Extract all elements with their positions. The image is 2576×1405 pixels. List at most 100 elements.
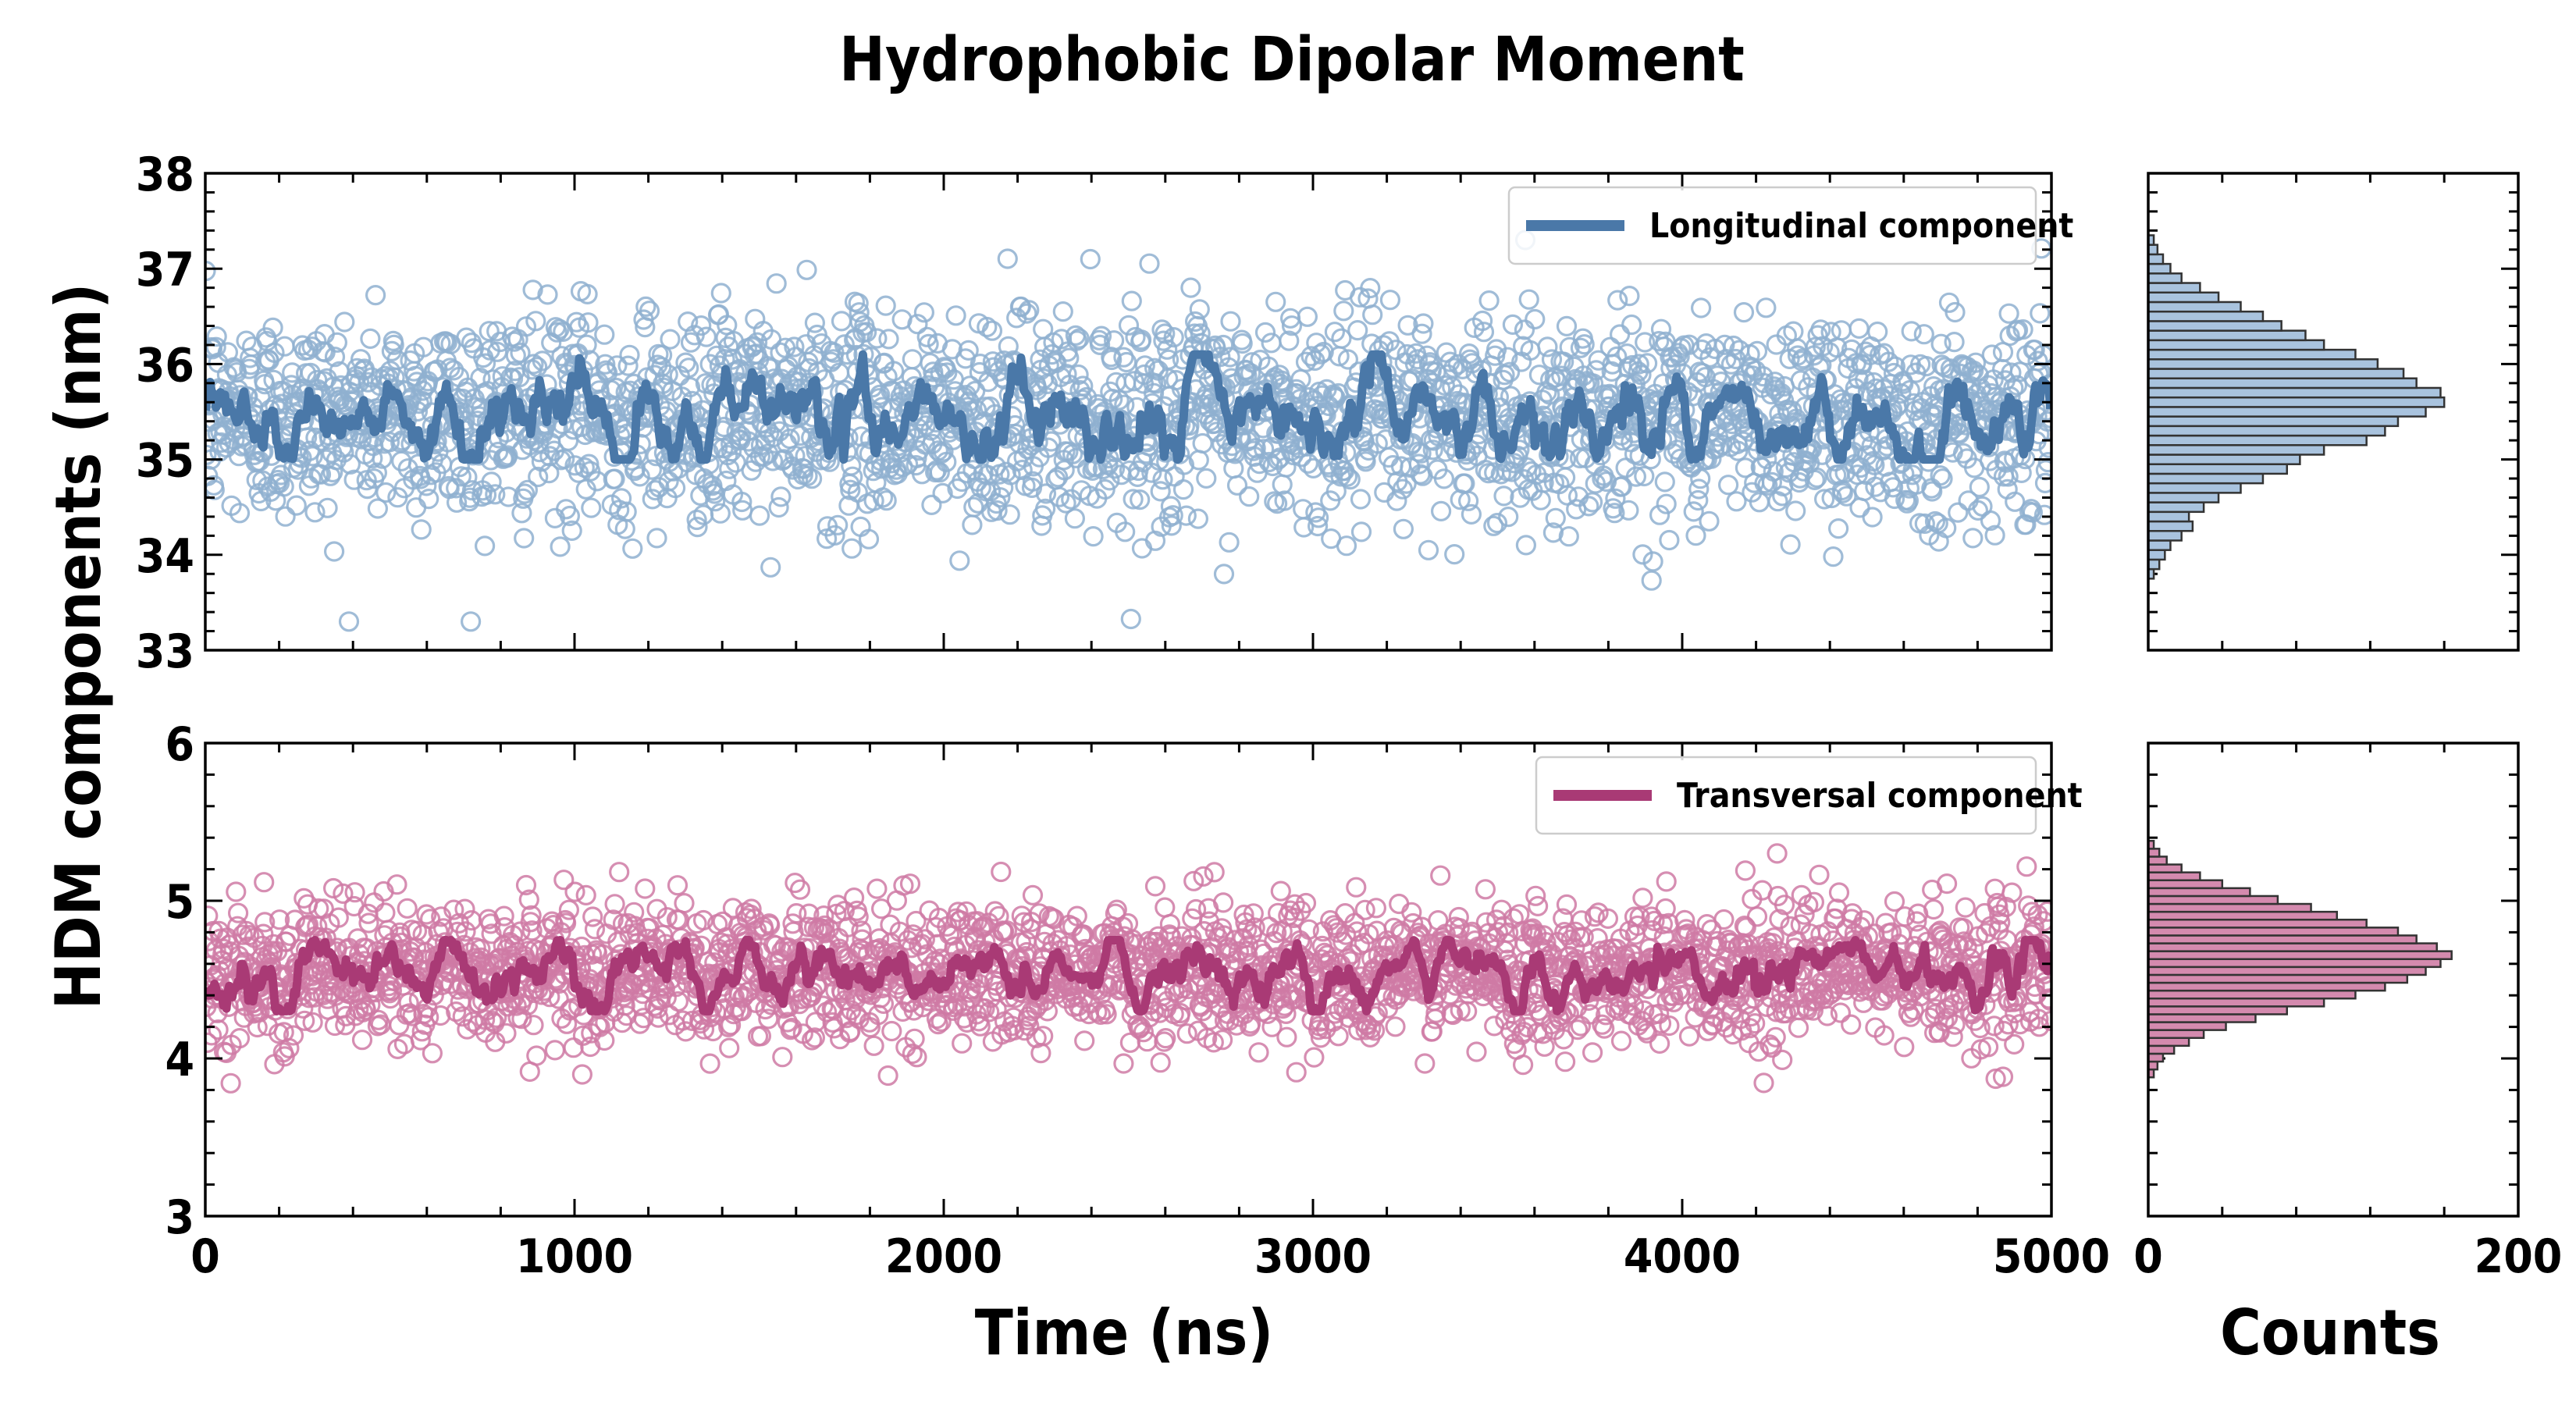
scatter-point <box>915 414 936 436</box>
scatter-point <box>1607 290 1628 311</box>
scatter-point <box>639 301 660 322</box>
scatter-point <box>1849 497 1870 518</box>
scatter-point <box>1261 333 1282 354</box>
scatter-point <box>1176 505 1197 526</box>
scatter-point <box>273 476 294 497</box>
scatter-point <box>571 1064 593 1085</box>
scatter-point <box>629 466 650 487</box>
scatter-point <box>856 322 877 343</box>
scatter-point <box>870 384 891 405</box>
scatter-point <box>849 302 870 323</box>
scatter-point <box>646 528 667 549</box>
scatter-point <box>1654 471 1675 493</box>
scatter-point <box>883 361 905 382</box>
scatter-point <box>804 312 826 333</box>
scatter-point <box>617 355 639 376</box>
scatter-point <box>1270 880 1291 902</box>
scatter-point <box>1556 315 1578 336</box>
scatter-point <box>360 328 381 349</box>
scatter-point <box>514 528 535 549</box>
scatter-point <box>517 479 539 500</box>
scatter-point <box>206 326 227 347</box>
scatter-point <box>1656 871 1677 892</box>
scatter-point <box>254 872 275 893</box>
scatter-point <box>902 349 923 370</box>
scatter-point <box>581 497 602 518</box>
scatter-point <box>1362 304 1383 325</box>
scatter-point <box>687 516 708 538</box>
scatter-point <box>635 296 656 317</box>
scatter-point <box>1718 475 1739 496</box>
scatter-point <box>537 284 558 305</box>
scatter-point <box>1828 518 1849 539</box>
scatter-point <box>768 496 789 518</box>
scatter-point <box>1746 906 1768 927</box>
scatter-point <box>658 471 679 492</box>
scatter-point <box>1735 860 1756 881</box>
scatter-point <box>1554 1051 1576 1072</box>
y-tick-label: 35 <box>136 434 194 489</box>
scatter-point <box>528 466 549 488</box>
scatter-point <box>322 461 343 483</box>
scatter-point <box>1582 1042 1603 1063</box>
hist-bar <box>2147 444 2325 456</box>
scatter-point <box>1767 843 1788 864</box>
scatter-point <box>945 305 966 326</box>
scatter-point <box>274 336 295 357</box>
scatter-point <box>367 498 388 519</box>
scatter-point <box>1336 535 1357 557</box>
scatter-point <box>503 331 525 352</box>
scatter-point <box>372 448 393 469</box>
scatter-point <box>1785 500 1806 521</box>
hist-bar <box>2147 539 2172 551</box>
scatter-point <box>317 497 338 518</box>
scatter-point <box>1196 468 1217 489</box>
scatter-point <box>906 1047 927 1068</box>
scatter-point <box>877 1065 898 1087</box>
scatter-point <box>475 353 496 374</box>
scatter-point <box>228 902 249 923</box>
scatter-point <box>1691 297 1712 318</box>
scatter-point <box>610 488 632 509</box>
scatter-point <box>1239 486 1260 507</box>
scatter-point <box>843 887 865 909</box>
scatter-point <box>881 1020 902 1042</box>
scatter-point <box>422 1043 443 1064</box>
hist-bar <box>2147 406 2427 418</box>
scatter-point <box>1830 1002 1851 1023</box>
scatter-point <box>1254 322 1276 343</box>
scatter-point <box>1780 534 1801 555</box>
scatter-point <box>731 491 753 513</box>
scatter-point <box>1632 887 1653 909</box>
scatter-point <box>1428 909 1449 931</box>
scatter-point <box>604 468 625 489</box>
scatter-point <box>1219 532 1240 553</box>
scatter-point <box>1733 302 1755 323</box>
scatter-point <box>1848 318 1870 339</box>
scatter-point <box>1418 539 1439 560</box>
scatter-point <box>1534 1036 1555 1057</box>
scatter-point <box>397 898 418 919</box>
scatter-point <box>1962 528 1984 549</box>
scatter-point <box>1220 311 1241 332</box>
hist-x-axis-label: Counts <box>2220 1297 2440 1369</box>
scatter-point <box>528 432 550 454</box>
scatter-point <box>866 878 888 899</box>
scatter-point <box>1649 1033 1670 1055</box>
scatter-point <box>1120 608 1141 630</box>
scatter-point <box>1619 286 1640 307</box>
scatter-point <box>532 350 553 372</box>
scatter-point <box>958 340 979 361</box>
scatter-point <box>334 311 355 333</box>
y-tick-label: 38 <box>136 148 194 202</box>
scatter-point <box>1022 884 1044 906</box>
scatter-point <box>1527 895 1549 917</box>
scatter-point <box>679 376 701 398</box>
scatter-point <box>1772 1049 1793 1071</box>
scatter-point <box>1365 898 1387 919</box>
scatter-point <box>411 519 432 540</box>
scatter-point <box>564 881 585 902</box>
scatter-point <box>763 426 785 448</box>
scatter-point <box>686 509 707 531</box>
scatter-point <box>1144 876 1166 897</box>
